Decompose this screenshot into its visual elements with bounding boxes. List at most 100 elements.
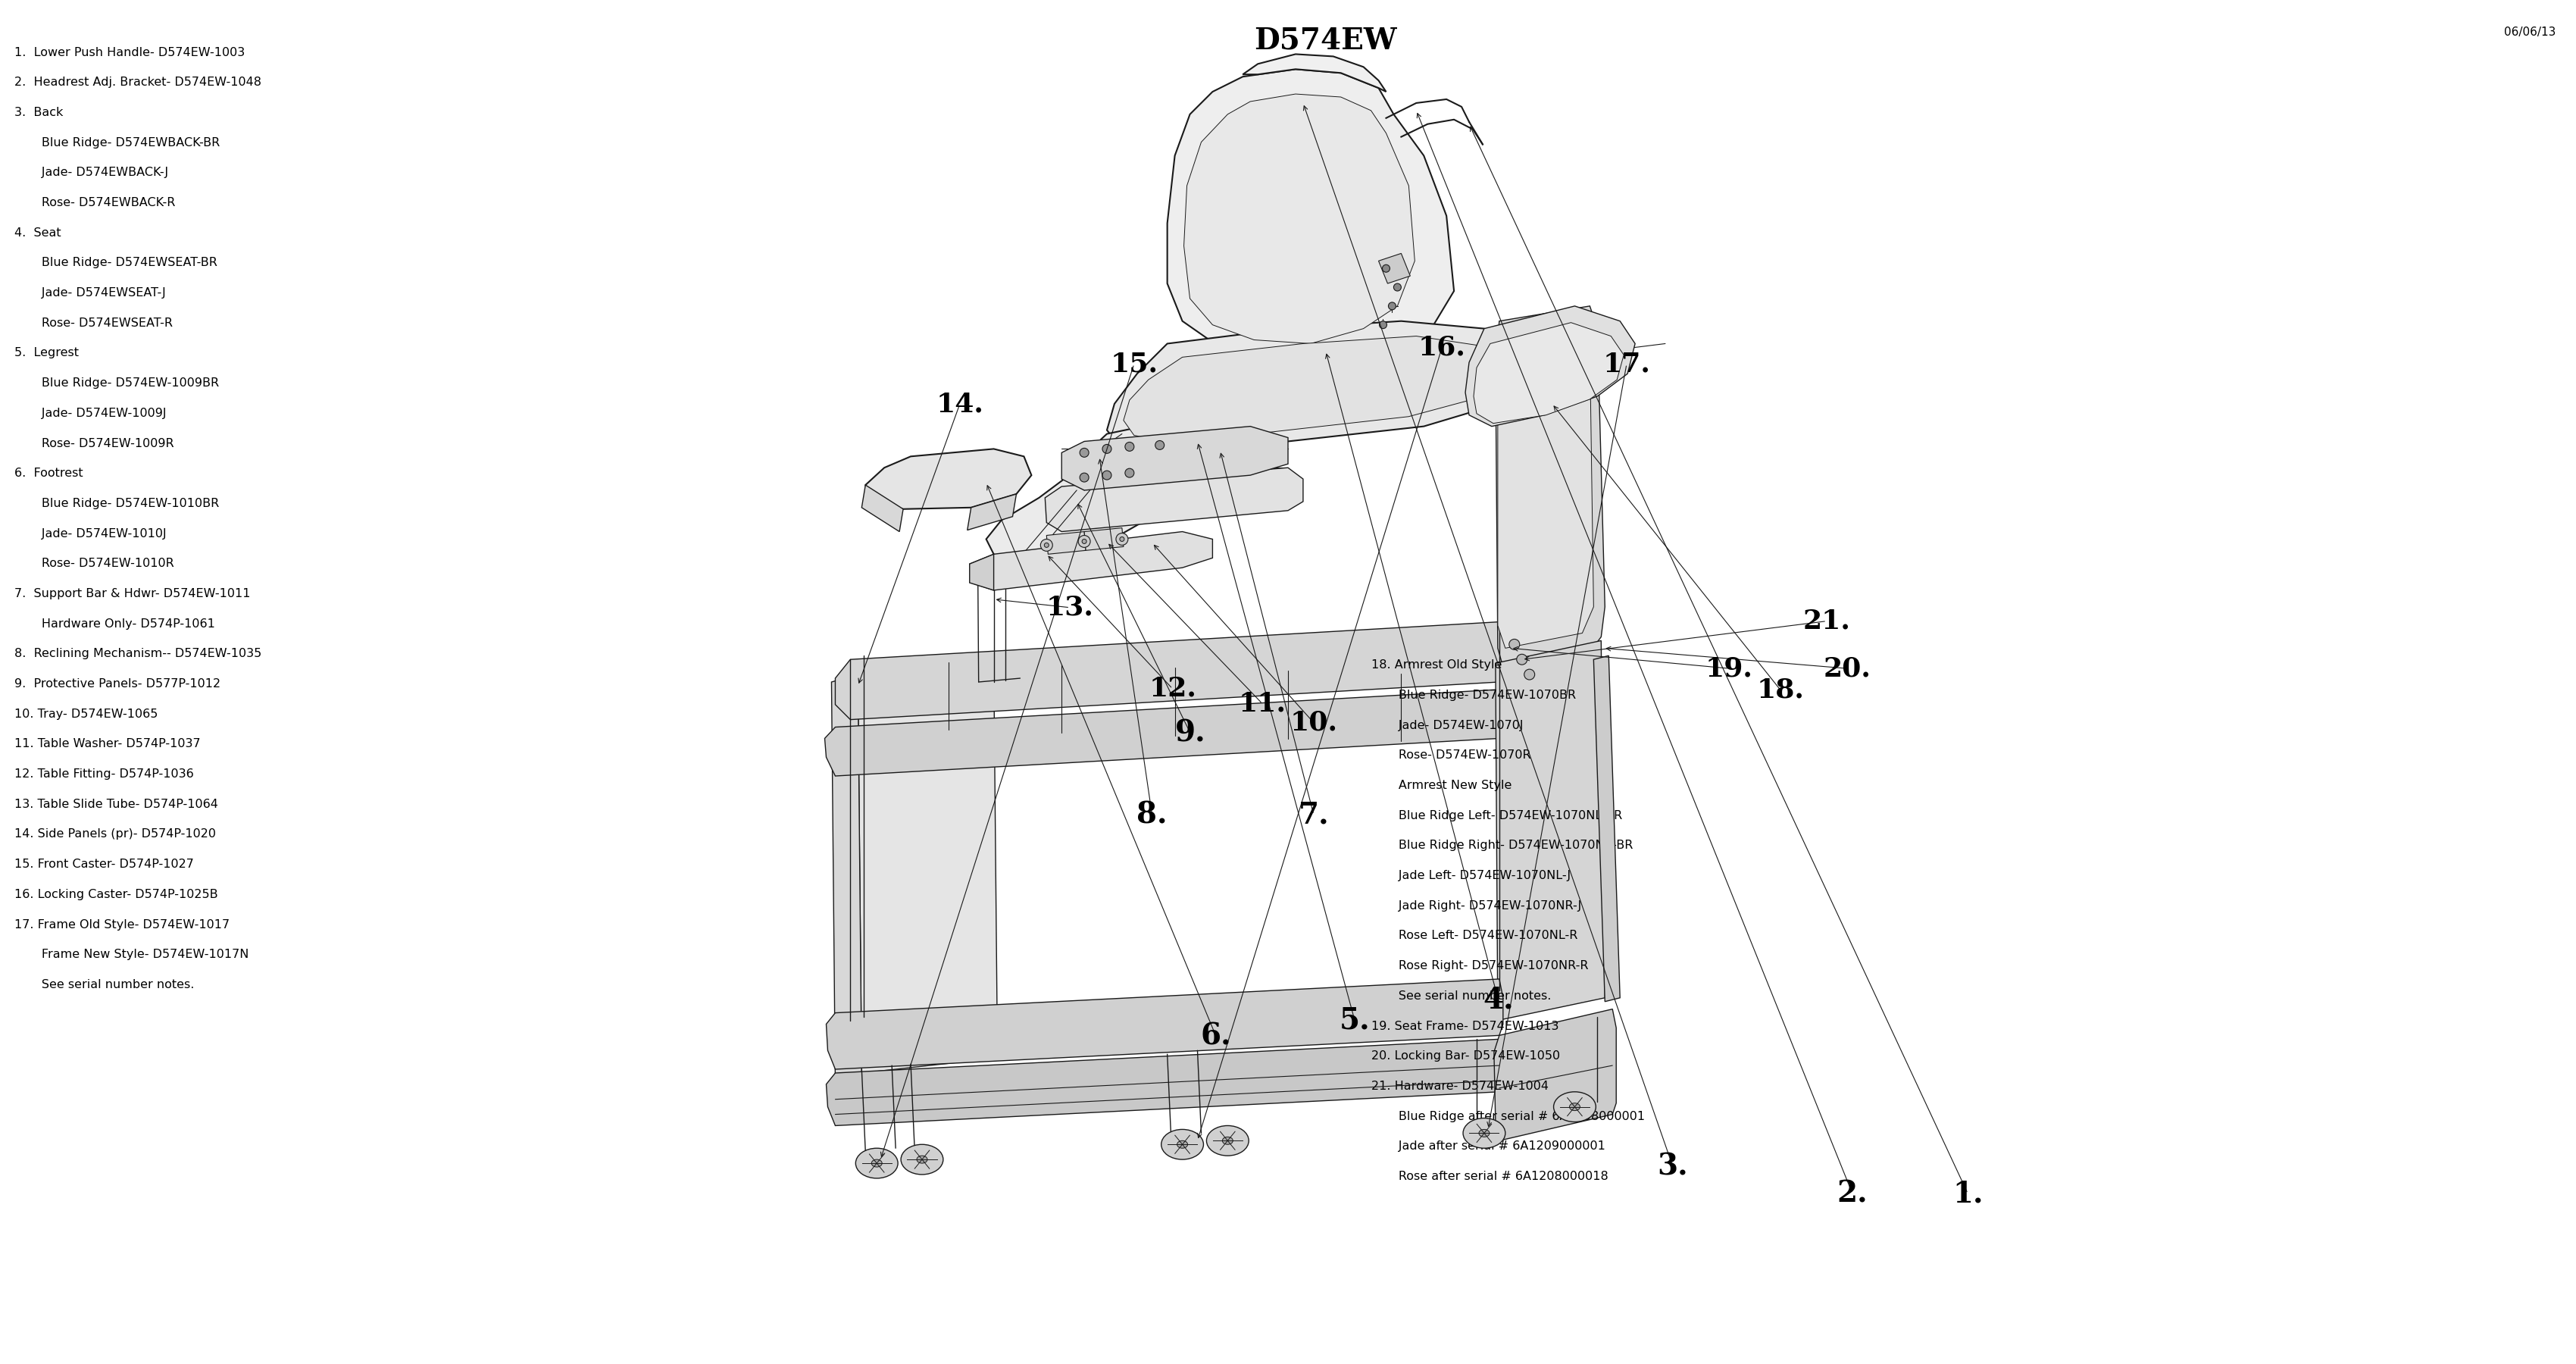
Text: 2.  Headrest Adj. Bracket- D574EW-1048: 2. Headrest Adj. Bracket- D574EW-1048 bbox=[15, 76, 260, 89]
Text: Blue Ridge- D574EWBACK-BR: Blue Ridge- D574EWBACK-BR bbox=[15, 136, 219, 149]
Text: Rose Right- D574EW-1070NR-R: Rose Right- D574EW-1070NR-R bbox=[1370, 960, 1587, 971]
Text: 2.: 2. bbox=[1837, 1180, 1868, 1209]
Text: Rose after serial # 6A1208000018: Rose after serial # 6A1208000018 bbox=[1370, 1170, 1607, 1183]
Polygon shape bbox=[987, 415, 1229, 566]
Polygon shape bbox=[1497, 641, 1605, 1020]
Circle shape bbox=[1394, 284, 1401, 291]
Text: 15.: 15. bbox=[1110, 351, 1159, 376]
Text: Blue Ridge Left- D574EW-1070NL-BR: Blue Ridge Left- D574EW-1070NL-BR bbox=[1370, 810, 1623, 821]
Polygon shape bbox=[1185, 94, 1414, 344]
Text: 12. Table Fitting- D574P-1036: 12. Table Fitting- D574P-1036 bbox=[15, 768, 193, 780]
Text: 10.: 10. bbox=[1291, 709, 1337, 735]
Text: Rose- D574EW-1070R: Rose- D574EW-1070R bbox=[1370, 750, 1530, 761]
Ellipse shape bbox=[871, 1159, 881, 1168]
Text: Blue Ridge- D574EWSEAT-BR: Blue Ridge- D574EWSEAT-BR bbox=[15, 258, 216, 269]
Text: Jade- D574EWSEAT-J: Jade- D574EWSEAT-J bbox=[15, 288, 165, 299]
Text: 12.: 12. bbox=[1149, 677, 1195, 701]
Text: Jade- D574EW-1009J: Jade- D574EW-1009J bbox=[15, 408, 167, 419]
Text: Jade Left- D574EW-1070NL-J: Jade Left- D574EW-1070NL-J bbox=[1370, 870, 1571, 881]
Text: 9.  Protective Panels- D577P-1012: 9. Protective Panels- D577P-1012 bbox=[15, 678, 222, 690]
Polygon shape bbox=[1061, 427, 1288, 490]
Text: Jade after serial # 6A1209000001: Jade after serial # 6A1209000001 bbox=[1370, 1140, 1605, 1153]
Polygon shape bbox=[1494, 1009, 1615, 1140]
Circle shape bbox=[1378, 321, 1386, 329]
Text: 6.  Footrest: 6. Footrest bbox=[15, 468, 82, 479]
Polygon shape bbox=[1378, 254, 1409, 284]
Text: See serial number notes.: See serial number notes. bbox=[1370, 990, 1551, 1001]
Polygon shape bbox=[827, 1039, 1502, 1125]
Text: Rose Left- D574EW-1070NL-R: Rose Left- D574EW-1070NL-R bbox=[1370, 930, 1577, 941]
Text: Jade- D574EW-1010J: Jade- D574EW-1010J bbox=[15, 528, 167, 539]
Text: 17.: 17. bbox=[1602, 351, 1651, 376]
Text: 14.: 14. bbox=[935, 391, 984, 417]
Text: Hardware Only- D574P-1061: Hardware Only- D574P-1061 bbox=[15, 618, 214, 629]
Circle shape bbox=[1079, 473, 1090, 481]
Ellipse shape bbox=[1162, 1129, 1203, 1159]
Circle shape bbox=[1126, 468, 1133, 477]
Text: 8.  Reclining Mechanism-- D574EW-1035: 8. Reclining Mechanism-- D574EW-1035 bbox=[15, 648, 263, 660]
Circle shape bbox=[1525, 670, 1535, 679]
Text: 7.  Support Bar & Hdwr- D574EW-1011: 7. Support Bar & Hdwr- D574EW-1011 bbox=[15, 588, 250, 599]
Polygon shape bbox=[1473, 322, 1623, 423]
Polygon shape bbox=[1123, 336, 1504, 443]
Polygon shape bbox=[824, 690, 1510, 776]
Text: 4.  Seat: 4. Seat bbox=[15, 226, 62, 239]
Text: Blue Ridge- D574EW-1010BR: Blue Ridge- D574EW-1010BR bbox=[15, 498, 219, 509]
Circle shape bbox=[1510, 640, 1520, 649]
Polygon shape bbox=[969, 554, 994, 591]
Text: 5.: 5. bbox=[1340, 1007, 1370, 1035]
Polygon shape bbox=[1497, 306, 1605, 667]
Text: See serial number notes.: See serial number notes. bbox=[15, 979, 193, 990]
Text: 3.: 3. bbox=[1656, 1153, 1687, 1181]
Circle shape bbox=[1115, 533, 1128, 546]
Text: 19.: 19. bbox=[1705, 656, 1754, 682]
Text: 14. Side Panels (pr)- D574P-1020: 14. Side Panels (pr)- D574P-1020 bbox=[15, 828, 216, 840]
Polygon shape bbox=[1108, 321, 1522, 457]
Text: 8.: 8. bbox=[1136, 801, 1167, 829]
Polygon shape bbox=[1466, 306, 1636, 427]
Text: 06/06/13: 06/06/13 bbox=[2504, 26, 2555, 38]
Circle shape bbox=[1103, 445, 1110, 453]
Text: 18.: 18. bbox=[1757, 678, 1803, 702]
Circle shape bbox=[1079, 536, 1090, 547]
Text: Rose- D574EW-1009R: Rose- D574EW-1009R bbox=[15, 438, 175, 449]
Text: 15. Front Caster- D574P-1027: 15. Front Caster- D574P-1027 bbox=[15, 859, 193, 870]
Text: Frame New Style- D574EW-1017N: Frame New Style- D574EW-1017N bbox=[15, 949, 250, 960]
Ellipse shape bbox=[1206, 1125, 1249, 1155]
Circle shape bbox=[1517, 655, 1528, 664]
Ellipse shape bbox=[1569, 1103, 1579, 1110]
Text: Jade- D574EW-1070J: Jade- D574EW-1070J bbox=[1370, 720, 1522, 731]
Text: 6.: 6. bbox=[1200, 1022, 1231, 1052]
Text: 21. Hardware- D574EW-1004: 21. Hardware- D574EW-1004 bbox=[1370, 1080, 1548, 1093]
Polygon shape bbox=[1167, 70, 1453, 366]
Circle shape bbox=[1388, 303, 1396, 310]
Text: 18. Armrest Old Style: 18. Armrest Old Style bbox=[1370, 659, 1502, 671]
Circle shape bbox=[1043, 543, 1048, 547]
Text: 10. Tray- D574EW-1065: 10. Tray- D574EW-1065 bbox=[15, 708, 157, 720]
Text: 3.  Back: 3. Back bbox=[15, 106, 62, 119]
Ellipse shape bbox=[1479, 1129, 1489, 1138]
Polygon shape bbox=[827, 979, 1502, 1069]
Ellipse shape bbox=[1553, 1091, 1597, 1121]
Polygon shape bbox=[1595, 656, 1620, 1001]
Polygon shape bbox=[866, 449, 1030, 509]
Circle shape bbox=[1041, 539, 1054, 551]
Text: Jade- D574EWBACK-J: Jade- D574EWBACK-J bbox=[15, 166, 167, 179]
Circle shape bbox=[1079, 449, 1090, 457]
Circle shape bbox=[1383, 265, 1391, 273]
Text: D574EW: D574EW bbox=[1255, 26, 1396, 55]
Text: Jade Right- D574EW-1070NR-J: Jade Right- D574EW-1070NR-J bbox=[1370, 900, 1582, 911]
Polygon shape bbox=[1084, 528, 1123, 551]
Ellipse shape bbox=[917, 1155, 927, 1163]
Text: 16. Locking Caster- D574P-1025B: 16. Locking Caster- D574P-1025B bbox=[15, 889, 219, 900]
Ellipse shape bbox=[1177, 1140, 1188, 1148]
Ellipse shape bbox=[1463, 1118, 1504, 1148]
Polygon shape bbox=[1046, 532, 1084, 554]
Text: 20.: 20. bbox=[1824, 656, 1870, 682]
Text: Rose- D574EWBACK-R: Rose- D574EWBACK-R bbox=[15, 196, 175, 209]
Text: 21.: 21. bbox=[1803, 608, 1850, 634]
Polygon shape bbox=[969, 494, 1018, 531]
Circle shape bbox=[1126, 442, 1133, 451]
Polygon shape bbox=[1497, 325, 1595, 648]
Text: 16.: 16. bbox=[1419, 334, 1466, 360]
